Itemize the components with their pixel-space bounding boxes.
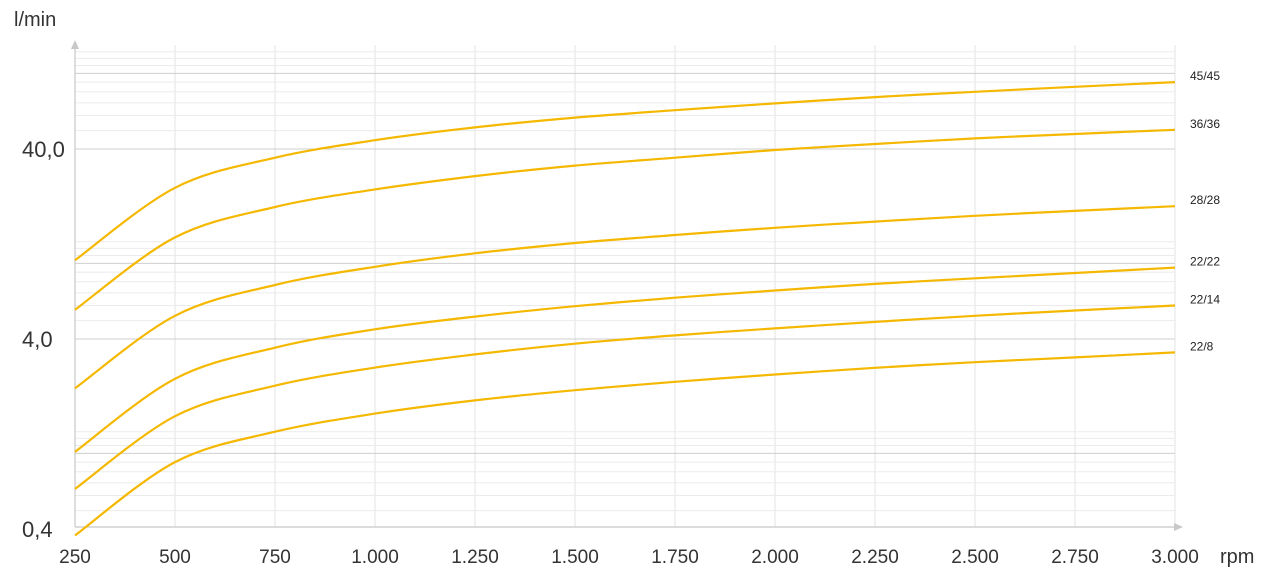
series-label-22-8: 22/8: [1190, 339, 1214, 353]
axes: [71, 40, 1183, 531]
x-tick-label: 1.750: [651, 547, 699, 568]
x-tick-label: 2.500: [951, 547, 999, 568]
series-line-22-8: [74, 351, 1176, 537]
series-label-22-22: 22/22: [1190, 255, 1220, 269]
x-tick-label: 2.250: [851, 547, 899, 568]
series-label-28-28: 28/28: [1190, 193, 1220, 207]
x-tick-labels: 250 500 750 1.000 1.250 1.500 1.750 2.000 2.250 2…: [59, 547, 1199, 568]
y-tick-label: 0,4: [22, 517, 53, 542]
x-tick-label: 2.000: [751, 547, 799, 568]
x-axis-arrow: [1174, 523, 1183, 531]
series-line-28-28: [74, 205, 1176, 390]
series-lines: [74, 81, 1176, 537]
x-tick-label: 1.250: [451, 547, 499, 568]
series-label-45-45: 45/45: [1190, 69, 1220, 83]
series-label-22-14: 22/14: [1190, 293, 1220, 307]
y-tick-label: 4,0: [22, 327, 53, 352]
y-axis-title: l/min: [14, 9, 56, 31]
y-tick-label: 40,0: [22, 137, 65, 162]
y-tick-labels: 0,4 4,0 40,0: [22, 137, 65, 542]
x-tick-label: 2.750: [1051, 547, 1099, 568]
x-axis-title: rpm: [1220, 546, 1254, 568]
x-tick-label: 3.000: [1151, 547, 1199, 568]
horizontal-gridlines: [75, 51, 1175, 512]
series-line-45-45: [74, 81, 1176, 262]
series-line-22-14: [74, 304, 1176, 490]
y-axis-arrow: [71, 40, 79, 49]
x-tick-label: 500: [159, 547, 191, 568]
series-line-36-36: [74, 128, 1176, 311]
x-tick-label: 1.000: [351, 547, 399, 568]
series-labels: 45/45 36/36 28/28 22/22 22/14 22/8: [1190, 69, 1220, 353]
x-tick-label: 750: [259, 547, 291, 568]
x-tick-label: 1.500: [551, 547, 599, 568]
series-label-36-36: 36/36: [1190, 117, 1220, 131]
series-line-22-22: [74, 266, 1176, 453]
x-tick-label: 250: [59, 547, 91, 568]
vertical-gridlines: [174, 45, 1176, 527]
